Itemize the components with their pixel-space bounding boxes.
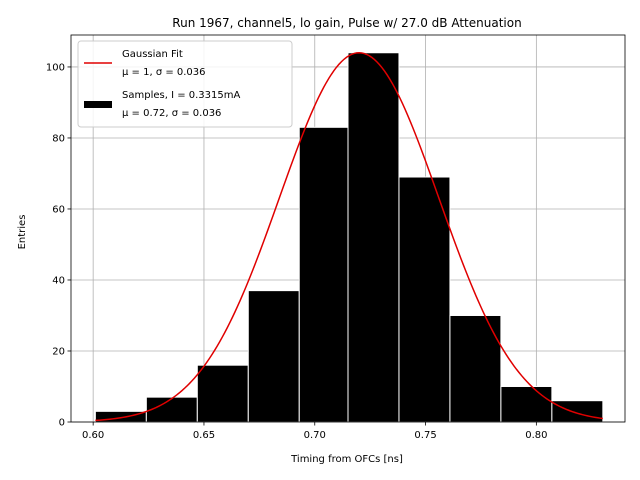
legend-fit-stats: μ = 1, σ = 0.036 <box>122 67 206 78</box>
histogram-bar <box>196 364 249 423</box>
legend-histogram-name: Samples, I = 0.3315mA <box>122 90 240 101</box>
x-tick-label: 0.75 <box>414 430 436 441</box>
histogram-bars <box>94 52 604 423</box>
x-tick-label: 0.80 <box>525 430 547 441</box>
x-tick-label: 0.65 <box>193 430 215 441</box>
y-tick-label: 40 <box>52 275 65 286</box>
legend: Gaussian Fit μ = 1, σ = 0.036 Samples, I… <box>77 40 293 128</box>
y-tick-label: 80 <box>52 133 65 144</box>
gaussian-fit-curve <box>95 51 603 422</box>
y-tick-label: 20 <box>52 346 65 357</box>
x-tick-label: 0.60 <box>82 430 104 441</box>
histogram-bar <box>398 176 451 423</box>
y-tick-label: 60 <box>52 204 65 215</box>
histogram-bar <box>347 52 400 423</box>
histogram-bar <box>298 126 349 423</box>
y-tick-label: 100 <box>46 62 65 73</box>
x-tick-label: 0.70 <box>304 430 326 441</box>
chart-title: Run 1967, channel5, lo gain, Pulse w/ 27… <box>172 16 521 30</box>
y-tick-label: 0 <box>59 418 65 429</box>
histogram-bar <box>247 290 300 423</box>
x-axis-ticks: 0.60 0.65 0.70 0.75 0.80 <box>82 422 547 441</box>
legend-fit-name: Gaussian Fit <box>122 49 183 60</box>
legend-histogram-stats: μ = 0.72, σ = 0.036 <box>122 108 221 119</box>
y-axis-ticks: 0 20 40 60 80 100 <box>46 62 71 429</box>
legend-box <box>77 40 293 128</box>
histogram-bar <box>500 385 553 423</box>
x-axis-label: Timing from OFCs [ns] <box>290 454 403 465</box>
histogram-bar <box>551 400 604 423</box>
histogram-bar <box>145 396 198 423</box>
legend-histogram-swatch <box>84 101 112 108</box>
y-axis-label: Entries <box>17 215 28 250</box>
axes-frame <box>70 34 626 423</box>
